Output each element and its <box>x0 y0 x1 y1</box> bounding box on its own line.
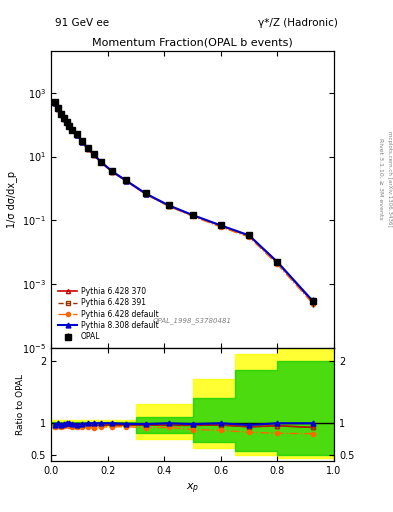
Pythia 8.308 default <box>56 105 61 111</box>
Line: Pythia 8.308 default: Pythia 8.308 default <box>53 100 315 304</box>
Pythia 6.428 391 <box>86 146 90 152</box>
Pythia 8.308 default <box>61 115 66 121</box>
Pythia 6.428 391 <box>59 111 63 117</box>
Pythia 6.428 391 <box>190 212 195 219</box>
Line: Pythia 6.428 default: Pythia 6.428 default <box>53 101 315 306</box>
Pythia 6.428 391 <box>219 223 223 229</box>
Pythia 6.428 default <box>124 178 129 184</box>
Pythia 6.428 391 <box>166 203 171 209</box>
Pythia 8.308 default <box>98 159 103 165</box>
Pythia 6.428 370 <box>91 152 96 158</box>
Pythia 6.428 391 <box>310 299 315 305</box>
Pythia 6.428 370 <box>80 139 84 145</box>
Pythia 8.308 default <box>124 178 129 184</box>
Pythia 8.308 default <box>190 212 195 218</box>
Pythia 6.428 370 <box>98 159 103 165</box>
Pythia 6.428 391 <box>53 100 58 106</box>
Pythia 6.428 370 <box>67 123 72 130</box>
Line: Pythia 6.428 391: Pythia 6.428 391 <box>53 101 315 304</box>
Text: mcplots.cern.ch [arXiv:1306.3436]: mcplots.cern.ch [arXiv:1306.3436] <box>387 132 391 227</box>
Pythia 6.428 default <box>275 261 280 267</box>
Pythia 6.428 370 <box>219 223 223 229</box>
Pythia 6.428 default <box>74 132 79 138</box>
Pythia 6.428 370 <box>190 212 195 219</box>
Pythia 6.428 370 <box>59 111 63 117</box>
Pythia 6.428 default <box>70 127 75 134</box>
Pythia 6.428 370 <box>275 260 280 266</box>
Pythia 8.308 default <box>91 151 96 157</box>
Pythia 6.428 370 <box>64 119 69 125</box>
Pythia 8.308 default <box>59 111 63 117</box>
Pythia 6.428 370 <box>61 116 66 122</box>
Pythia 6.428 391 <box>80 139 84 145</box>
Pythia 6.428 default <box>143 191 148 198</box>
Pythia 8.308 default <box>310 298 315 304</box>
Pythia 8.308 default <box>143 190 148 197</box>
Pythia 8.308 default <box>166 202 171 208</box>
Pythia 6.428 391 <box>143 191 148 197</box>
Legend: Pythia 6.428 370, Pythia 6.428 391, Pythia 6.428 default, Pythia 8.308 default, : Pythia 6.428 370, Pythia 6.428 391, Pyth… <box>55 284 162 345</box>
Pythia 6.428 default <box>98 159 103 165</box>
Pythia 6.428 default <box>110 169 114 175</box>
Text: OPAL_1998_S3780481: OPAL_1998_S3780481 <box>153 317 232 325</box>
Pythia 6.428 370 <box>74 132 79 138</box>
Pythia 8.308 default <box>67 123 72 129</box>
Pythia 6.428 default <box>190 213 195 219</box>
Pythia 6.428 370 <box>70 127 75 133</box>
Pythia 6.428 370 <box>124 178 129 184</box>
Pythia 6.428 370 <box>143 191 148 197</box>
Text: 91 GeV ee: 91 GeV ee <box>55 18 109 28</box>
Pythia 8.308 default <box>74 132 79 138</box>
Line: Pythia 6.428 370: Pythia 6.428 370 <box>53 101 315 304</box>
Pythia 6.428 default <box>64 119 69 125</box>
Pythia 8.308 default <box>80 139 84 145</box>
Text: γ*/Z (Hadronic): γ*/Z (Hadronic) <box>258 18 338 28</box>
Pythia 6.428 default <box>86 146 90 152</box>
Y-axis label: 1/σ dσ/dx_p: 1/σ dσ/dx_p <box>6 171 17 228</box>
Pythia 6.428 391 <box>91 152 96 158</box>
Y-axis label: Ratio to OPAL: Ratio to OPAL <box>16 374 25 435</box>
Pythia 6.428 370 <box>166 203 171 209</box>
Pythia 6.428 default <box>59 112 63 118</box>
Text: Rivet 3.1.10, ≥ 3M events: Rivet 3.1.10, ≥ 3M events <box>379 138 384 220</box>
Pythia 6.428 default <box>247 234 252 240</box>
Pythia 8.308 default <box>64 119 69 125</box>
Pythia 6.428 370 <box>110 168 114 175</box>
Pythia 6.428 default <box>91 152 96 158</box>
Pythia 6.428 391 <box>67 123 72 130</box>
Pythia 6.428 370 <box>310 299 315 305</box>
Pythia 6.428 391 <box>56 105 61 112</box>
Pythia 8.308 default <box>53 99 58 105</box>
Pythia 6.428 370 <box>53 100 58 106</box>
Pythia 6.428 391 <box>61 116 66 122</box>
Pythia 6.428 391 <box>247 233 252 239</box>
Pythia 8.308 default <box>110 168 114 174</box>
Pythia 6.428 391 <box>275 260 280 266</box>
Pythia 8.308 default <box>86 145 90 152</box>
Pythia 6.428 370 <box>56 105 61 112</box>
Pythia 8.308 default <box>275 259 280 265</box>
Pythia 8.308 default <box>70 127 75 133</box>
Pythia 6.428 default <box>310 301 315 307</box>
Pythia 6.428 default <box>166 203 171 209</box>
Pythia 6.428 default <box>80 139 84 145</box>
Pythia 6.428 370 <box>86 146 90 152</box>
Pythia 6.428 default <box>56 105 61 112</box>
Pythia 6.428 default <box>53 100 58 106</box>
Pythia 6.428 default <box>219 224 223 230</box>
Pythia 6.428 391 <box>98 159 103 165</box>
Pythia 6.428 391 <box>124 178 129 184</box>
Pythia 6.428 default <box>61 116 66 122</box>
Pythia 6.428 391 <box>110 168 114 175</box>
Pythia 8.308 default <box>247 232 252 239</box>
Pythia 6.428 default <box>67 124 72 130</box>
X-axis label: $x_p$: $x_p$ <box>186 481 199 496</box>
Pythia 6.428 391 <box>74 132 79 138</box>
Pythia 6.428 391 <box>70 127 75 133</box>
Pythia 6.428 391 <box>64 119 69 125</box>
Pythia 8.308 default <box>219 222 223 228</box>
Title: Momentum Fraction(OPAL b events): Momentum Fraction(OPAL b events) <box>92 38 293 48</box>
Pythia 6.428 370 <box>247 233 252 239</box>
